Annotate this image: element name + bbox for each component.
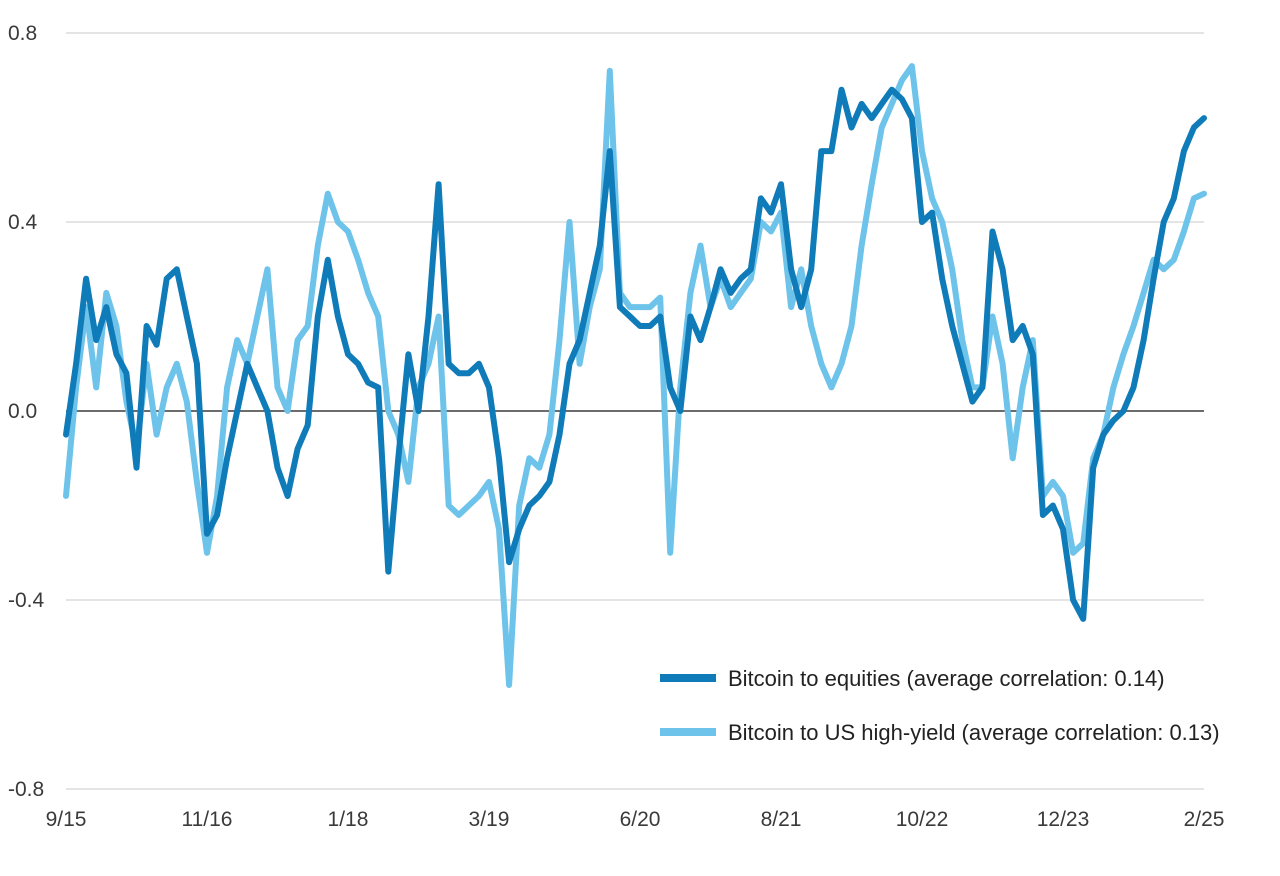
y-tick-label: 0.0 <box>8 400 37 423</box>
x-axis-tick-labels: 9/15 11/16 1/18 3/19 6/20 8/21 10/22 12/23 2/25 <box>46 808 1225 831</box>
x-tick-label: 10/22 <box>896 808 949 831</box>
gridlines <box>66 32 1204 790</box>
y-tick-label: -0.4 <box>8 589 45 612</box>
y-axis-tick-labels: 0.8 0.4 0.0 -0.4 -0.8 <box>8 22 45 801</box>
legend-label-equities: Bitcoin to equities (average correlation… <box>728 666 1165 691</box>
y-tick-label: 0.8 <box>8 22 37 45</box>
x-tick-label: 1/18 <box>328 808 369 831</box>
x-tick-label: 8/21 <box>761 808 802 831</box>
x-tick-label: 3/19 <box>469 808 510 831</box>
series-line-equities <box>63 86 1207 622</box>
y-tick-label: 0.4 <box>8 211 38 234</box>
legend: Bitcoin to equities (average correlation… <box>660 666 1220 745</box>
legend-label-high-yield: Bitcoin to US high-yield (average correl… <box>728 720 1220 745</box>
series-lines <box>63 63 1207 688</box>
x-tick-label: 11/16 <box>181 808 232 831</box>
x-tick-label: 12/23 <box>1037 808 1090 831</box>
y-tick-label: -0.8 <box>8 778 44 801</box>
series-line-high-yield <box>63 63 1207 688</box>
x-tick-label: 6/20 <box>620 808 661 831</box>
x-tick-label: 2/25 <box>1184 808 1225 831</box>
x-tick-label: 9/15 <box>46 808 87 831</box>
